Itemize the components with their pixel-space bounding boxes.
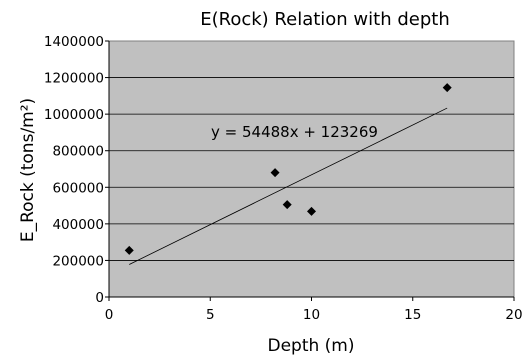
data-point-4 bbox=[442, 83, 452, 93]
x-tick-label-2: 10 bbox=[303, 307, 320, 323]
y-tick-label-2: 400000 bbox=[52, 217, 104, 233]
trendline-equation: y = 54488x + 123269 bbox=[211, 123, 378, 141]
data-points bbox=[124, 83, 452, 255]
gridlines bbox=[109, 77, 514, 261]
x-tick-label-3: 15 bbox=[404, 307, 421, 323]
data-point-0 bbox=[124, 245, 134, 255]
y-tick-label-4: 800000 bbox=[52, 144, 104, 160]
data-point-2 bbox=[282, 200, 292, 210]
trendline bbox=[129, 107, 448, 265]
y-tick-label-6: 1200000 bbox=[44, 71, 104, 87]
x-tick-labels: 0 5 10 15 20 bbox=[105, 297, 523, 323]
x-tick-label-4: 20 bbox=[505, 307, 522, 323]
y-tick-label-7: 1400000 bbox=[44, 34, 104, 50]
y-tick-label-5: 1000000 bbox=[44, 107, 104, 123]
data-point-1 bbox=[270, 168, 280, 178]
plot-area bbox=[108, 40, 515, 298]
y-axis-label: E_Rock (tons/m²) bbox=[18, 98, 38, 242]
x-tick-label-0: 0 bbox=[105, 307, 114, 323]
data-point-3 bbox=[307, 206, 316, 216]
trendline-group bbox=[129, 107, 448, 265]
y-tick-labels: 0 200000 400000 600000 800000 1000000 1200000 1… bbox=[44, 34, 109, 306]
y-tick-label-3: 600000 bbox=[52, 180, 104, 196]
chart-title: E(Rock) Relation with depth bbox=[200, 9, 449, 30]
x-axis-label: Depth (m) bbox=[267, 336, 354, 356]
y-tick-label-1: 200000 bbox=[52, 253, 104, 269]
x-tick-label-1: 5 bbox=[206, 307, 215, 323]
y-tick-label-0: 0 bbox=[95, 290, 104, 306]
